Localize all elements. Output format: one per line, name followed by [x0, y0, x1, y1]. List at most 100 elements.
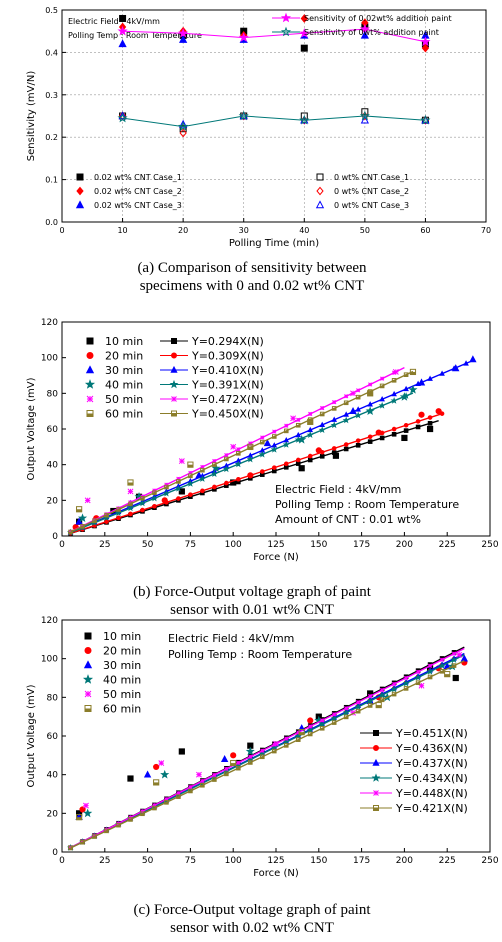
data-point [408, 384, 418, 394]
x-tick-label: 225 [439, 540, 456, 550]
y-tick-label: 80 [47, 389, 59, 399]
fit-marker-fill [320, 414, 325, 416]
fit-marker [212, 777, 217, 782]
x-tick-label: 125 [267, 856, 284, 866]
legend-marker [82, 674, 94, 684]
annotation: Electric Field : 4kV/mm [275, 483, 401, 496]
fit-marker [188, 473, 193, 479]
fit-marker [176, 496, 181, 501]
fit-marker [451, 663, 457, 668]
data-point [299, 114, 310, 125]
fit-marker [415, 669, 421, 674]
data-point [160, 769, 170, 779]
y-axis-title: Output Voltage (mV) [26, 684, 37, 787]
legend-marker [84, 647, 92, 654]
fit-marker [378, 691, 386, 699]
fit-marker [355, 406, 361, 412]
data-point [230, 479, 237, 486]
legend-fit-label: Y=0.410X(N) [191, 364, 264, 377]
y-tick-label: 120 [41, 616, 58, 626]
data-point [220, 755, 229, 763]
fit-marker [272, 429, 277, 434]
y-axis-title: Output Voltage (mV) [26, 377, 37, 480]
fit-marker [104, 511, 109, 517]
fit-marker-fill [332, 408, 337, 411]
data-point [452, 364, 460, 372]
fit-marker [212, 462, 217, 467]
data-point [469, 355, 477, 363]
fit-marker [92, 518, 97, 524]
fit-marker [426, 667, 434, 675]
legend-marker [76, 186, 84, 196]
data-point-fill [307, 421, 313, 425]
fit-marker [439, 657, 445, 662]
fit-marker [283, 461, 289, 467]
fit-marker-fill [200, 470, 205, 472]
fit-marker [306, 431, 314, 438]
data-point [239, 111, 248, 120]
x-tick-label: 175 [353, 540, 370, 550]
fit-marker [176, 479, 181, 484]
data-point [435, 408, 442, 415]
fit-marker [140, 507, 145, 513]
fit-marker [355, 438, 361, 443]
fit-marker [391, 691, 397, 697]
fit-marker [104, 828, 109, 834]
fit-marker-fill [272, 436, 277, 439]
fit-marker-fill [140, 813, 145, 816]
series-60-min [68, 660, 465, 851]
fit-marker [307, 731, 313, 737]
data-point [178, 121, 189, 131]
fit-marker [391, 390, 397, 397]
legend-marker [84, 705, 92, 712]
fit-marker [188, 470, 193, 476]
fit-marker-fill [392, 380, 396, 383]
data-point [420, 36, 431, 47]
legend-marker [315, 200, 325, 209]
chart-c-force-voltage: 0 25 50 75 100 125 150 175 200 225 250 0 20 40 60 80 100… [26, 616, 499, 936]
legend-marker [373, 805, 379, 811]
fit-marker [174, 484, 182, 492]
fit-marker-fill [128, 503, 133, 506]
fit-marker-fill [140, 498, 145, 501]
data-point-fill [247, 446, 253, 450]
fit-marker [427, 663, 433, 668]
x-tick-label: 60 [420, 226, 430, 235]
legend-label: 20 min [103, 645, 141, 658]
fit-marker [343, 446, 349, 452]
legend-marker [76, 173, 84, 181]
data-point [127, 775, 134, 782]
data-point [315, 447, 322, 454]
fit-marker-fill [116, 509, 121, 512]
fit-marker [295, 457, 301, 463]
fit-marker [367, 434, 373, 440]
legend-label: 30 min [105, 364, 143, 377]
data-point [418, 682, 425, 689]
fit-marker [343, 400, 349, 406]
figure-caption: (b) Force-Output voltage graph of paint [133, 584, 372, 600]
data-point [298, 729, 305, 736]
annotation-polling-temp: Polling Temp : Room Temperature [68, 31, 202, 40]
data-point [245, 746, 255, 756]
fit-marker [224, 771, 229, 777]
fit-marker [379, 435, 385, 441]
x-tick-label: 50 [360, 226, 370, 235]
fit-marker-fill [308, 733, 313, 736]
legend-fit-label: Y=0.434X(N) [395, 772, 468, 785]
data-point [298, 465, 305, 472]
fit-marker-fill [152, 808, 157, 810]
fit-marker [427, 420, 433, 426]
fit-marker [415, 424, 421, 430]
fit-marker [451, 651, 457, 656]
fit-marker [296, 730, 301, 735]
legend-fit-label: Y=0.451X(N) [395, 727, 468, 740]
series-6 [118, 111, 430, 128]
fit-marker [330, 421, 338, 429]
fit-marker [283, 428, 289, 434]
legend-marker [373, 730, 379, 736]
fit-marker [344, 706, 349, 711]
y-tick-label: 60 [47, 425, 59, 435]
fit-marker [68, 845, 73, 851]
annotation-electric-field: Electric Field : 4kV/mm [68, 17, 160, 26]
x-tick-label: 0 [59, 540, 65, 550]
